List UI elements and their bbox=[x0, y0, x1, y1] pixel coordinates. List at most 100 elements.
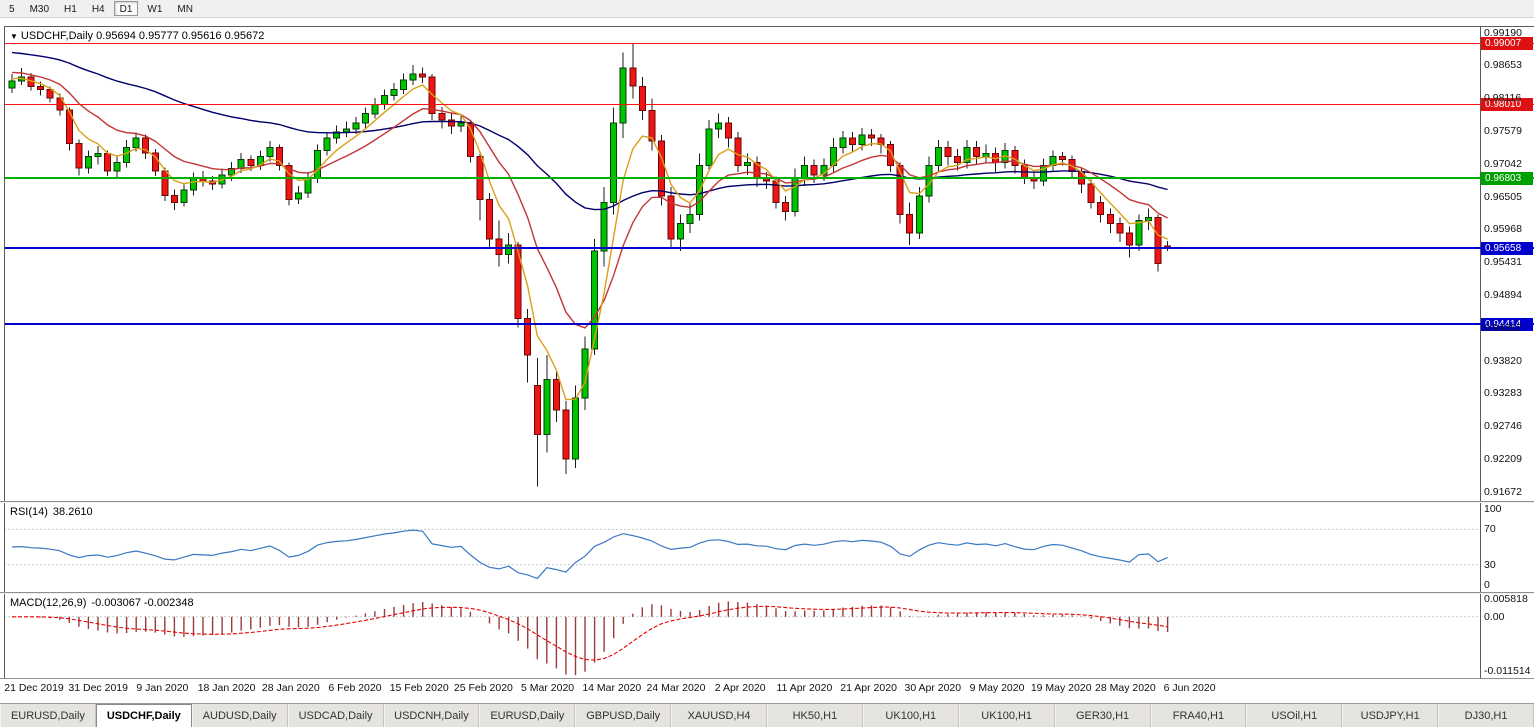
price-axis-label: 0.91672 bbox=[1484, 485, 1522, 498]
timeframe-button-h4[interactable]: H4 bbox=[91, 4, 105, 15]
price-badge-0.98010: 0.98010 bbox=[1481, 98, 1533, 112]
rsi-scale-label: 100 bbox=[1484, 503, 1502, 515]
timeframe-button-5[interactable]: 5 bbox=[9, 4, 15, 15]
rsi-current-value: 38.2610 bbox=[52, 506, 93, 518]
date-label: 6 Feb 2020 bbox=[328, 682, 382, 694]
date-label: 30 Apr 2020 bbox=[904, 682, 962, 694]
horizontal-line-0.98010[interactable] bbox=[5, 104, 1534, 106]
timeframe-button-w1[interactable]: W1 bbox=[147, 4, 163, 15]
slow-ma-line bbox=[11, 51, 1168, 211]
main-chart-panel[interactable]: ▼ USDCHF,Daily 0.95694 0.95777 0.95616 0.… bbox=[4, 27, 1481, 501]
rsi-panel[interactable]: RSI(14) 38.2610 bbox=[4, 503, 1481, 591]
date-label: 31 Dec 2019 bbox=[68, 682, 128, 694]
price-axis-label: 0.99190 bbox=[1484, 26, 1522, 39]
macd-current-values: -0.003067 -0.002348 bbox=[91, 597, 194, 609]
rsi-name: RSI(14) bbox=[10, 506, 48, 518]
timeframe-button-m30[interactable]: M30 bbox=[29, 4, 50, 15]
date-label: 9 Jan 2020 bbox=[136, 682, 189, 694]
price-axis-label: 0.93283 bbox=[1484, 387, 1522, 400]
chart-tab-uk100-h1[interactable]: UK100,H1 bbox=[958, 704, 1055, 727]
price-badge-0.94414: 0.94414 bbox=[1481, 317, 1533, 331]
price-axis-label: 0.92209 bbox=[1484, 452, 1522, 465]
price-axis-label: 0.95431 bbox=[1484, 256, 1522, 269]
chart-symbol-period: USDCHF,Daily bbox=[20, 30, 94, 42]
chart-tab-xauusd-h4[interactable]: XAUUSD,H4 bbox=[671, 704, 767, 727]
fast-ma-line bbox=[11, 77, 1168, 401]
chart-title: ▼ USDCHF,Daily 0.95694 0.95777 0.95616 0.… bbox=[10, 30, 264, 42]
date-label: 6 Jun 2020 bbox=[1163, 682, 1216, 694]
macd-scale-label: 0.005818 bbox=[1484, 593, 1528, 605]
chart-window: ▼ USDCHF,Daily 0.95694 0.95777 0.95616 0.… bbox=[0, 18, 1534, 703]
rsi-label: RSI(14) 38.2610 bbox=[10, 506, 98, 518]
price-badge-0.95658: 0.95658 bbox=[1481, 241, 1533, 255]
date-label: 24 Mar 2020 bbox=[646, 682, 706, 694]
price-axis-separator bbox=[1480, 26, 1481, 679]
price-axis-label: 0.96505 bbox=[1484, 190, 1522, 203]
macd-name: MACD(12,26,9) bbox=[10, 597, 87, 609]
horizontal-line-0.99007[interactable] bbox=[5, 43, 1534, 45]
price-badge-0.99007: 0.99007 bbox=[1481, 37, 1533, 51]
price-axis-label: 0.94894 bbox=[1484, 288, 1522, 301]
price-axis-label: 0.98116 bbox=[1484, 92, 1522, 105]
chart-tab-hk50-h1[interactable]: HK50,H1 bbox=[767, 704, 863, 727]
chart-tab-usdchf-daily[interactable]: USDCHF,Daily bbox=[95, 704, 192, 727]
medium-ma-line bbox=[11, 71, 1168, 329]
price-axis-label: 0.93820 bbox=[1484, 354, 1522, 367]
chart-tab-usoil-h1[interactable]: USOil,H1 bbox=[1246, 704, 1343, 727]
macd-canvas bbox=[4, 601, 1481, 676]
chart-tab-fra40-h1[interactable]: FRA40,H1 bbox=[1150, 704, 1247, 727]
date-label: 21 Apr 2020 bbox=[840, 682, 897, 694]
macd-panel[interactable]: MACD(12,26,9) -0.003067 -0.002348 bbox=[4, 594, 1481, 678]
rsi-canvas bbox=[4, 528, 1481, 580]
chart-tab-ger30-h1[interactable]: GER30,H1 bbox=[1054, 704, 1151, 727]
panel-separator[interactable] bbox=[0, 592, 1534, 594]
date-axis[interactable]: 21 Dec 2019 31 Dec 2019 9 Jan 2020 18 Jan 2… bbox=[4, 680, 1481, 697]
chart-left-border bbox=[4, 26, 5, 679]
timeframe-button-h1[interactable]: H1 bbox=[64, 4, 77, 15]
candlestick-canvas bbox=[8, 43, 1172, 487]
chart-top-border bbox=[4, 26, 1534, 27]
price-axis-label: 0.92746 bbox=[1484, 420, 1522, 433]
timeframe-button-d1[interactable]: D1 bbox=[113, 1, 139, 16]
price-badge-0.96803: 0.96803 bbox=[1481, 171, 1533, 185]
chart-tab-gbpusd-daily[interactable]: GBPUSD,Daily bbox=[575, 704, 672, 727]
horizontal-line-0.95658[interactable] bbox=[5, 247, 1534, 250]
chart-tab-usdcnh-daily[interactable]: USDCNH,Daily bbox=[383, 704, 480, 727]
date-label: 11 Apr 2020 bbox=[776, 682, 833, 694]
horizontal-line-0.94414[interactable] bbox=[5, 323, 1534, 326]
chart-tabs-bar: EURUSD,Daily USDCHF,Daily AUDUSD,Daily USDC… bbox=[0, 703, 1534, 727]
panel-separator[interactable] bbox=[0, 501, 1534, 503]
date-label: 14 Mar 2020 bbox=[582, 682, 642, 694]
horizontal-line-0.96803[interactable] bbox=[5, 177, 1534, 180]
chart-tab-eurusd-daily[interactable]: EURUSD,Daily bbox=[479, 704, 576, 727]
chart-tab-usdjpy-h1[interactable]: USDJPY,H1 bbox=[1342, 704, 1439, 727]
panel-separator bbox=[0, 678, 1534, 679]
chart-tab-usdcad-daily[interactable]: USDCAD,Daily bbox=[287, 704, 384, 727]
timeframe-button-mn[interactable]: MN bbox=[177, 4, 193, 15]
price-axis-label: 0.98653 bbox=[1484, 59, 1522, 72]
chart-tab-uk100-h1[interactable]: UK100,H1 bbox=[862, 704, 959, 727]
rsi-scale-label: 70 bbox=[1484, 523, 1496, 536]
price-axis-label: 0.97579 bbox=[1484, 124, 1522, 137]
price-axis-label: 0.95968 bbox=[1484, 223, 1522, 236]
price-axis-label: 0.97042 bbox=[1484, 157, 1522, 170]
date-label: 5 Mar 2020 bbox=[521, 682, 575, 694]
date-label: 2 Apr 2020 bbox=[714, 682, 766, 694]
date-label: 25 Feb 2020 bbox=[453, 682, 513, 694]
chart-tab-dj30-h1[interactable]: DJ30,H1 bbox=[1438, 704, 1534, 727]
date-label: 28 Jan 2020 bbox=[261, 682, 320, 694]
rsi-scale-label: 0 bbox=[1484, 579, 1490, 591]
price-axis-label: 0.94357 bbox=[1484, 321, 1522, 334]
date-label: 18 Jan 2020 bbox=[197, 682, 256, 694]
date-label: 19 May 2020 bbox=[1030, 682, 1092, 694]
date-label: 28 May 2020 bbox=[1095, 682, 1156, 694]
macd-scale-label: -0.011514 bbox=[1484, 664, 1531, 677]
chart-ohlc-values: 0.95694 0.95777 0.95616 0.95672 bbox=[96, 30, 265, 42]
chart-tab-eurusd-daily[interactable]: EURUSD,Daily bbox=[0, 704, 96, 727]
chart-tab-audusd-daily[interactable]: AUDUSD,Daily bbox=[191, 704, 288, 727]
date-label: 15 Feb 2020 bbox=[389, 682, 449, 694]
macd-scale-label: 0.00 bbox=[1484, 610, 1505, 623]
chart-dropdown-icon[interactable]: ▼ bbox=[10, 32, 18, 41]
macd-label: MACD(12,26,9) -0.003067 -0.002348 bbox=[10, 597, 199, 609]
